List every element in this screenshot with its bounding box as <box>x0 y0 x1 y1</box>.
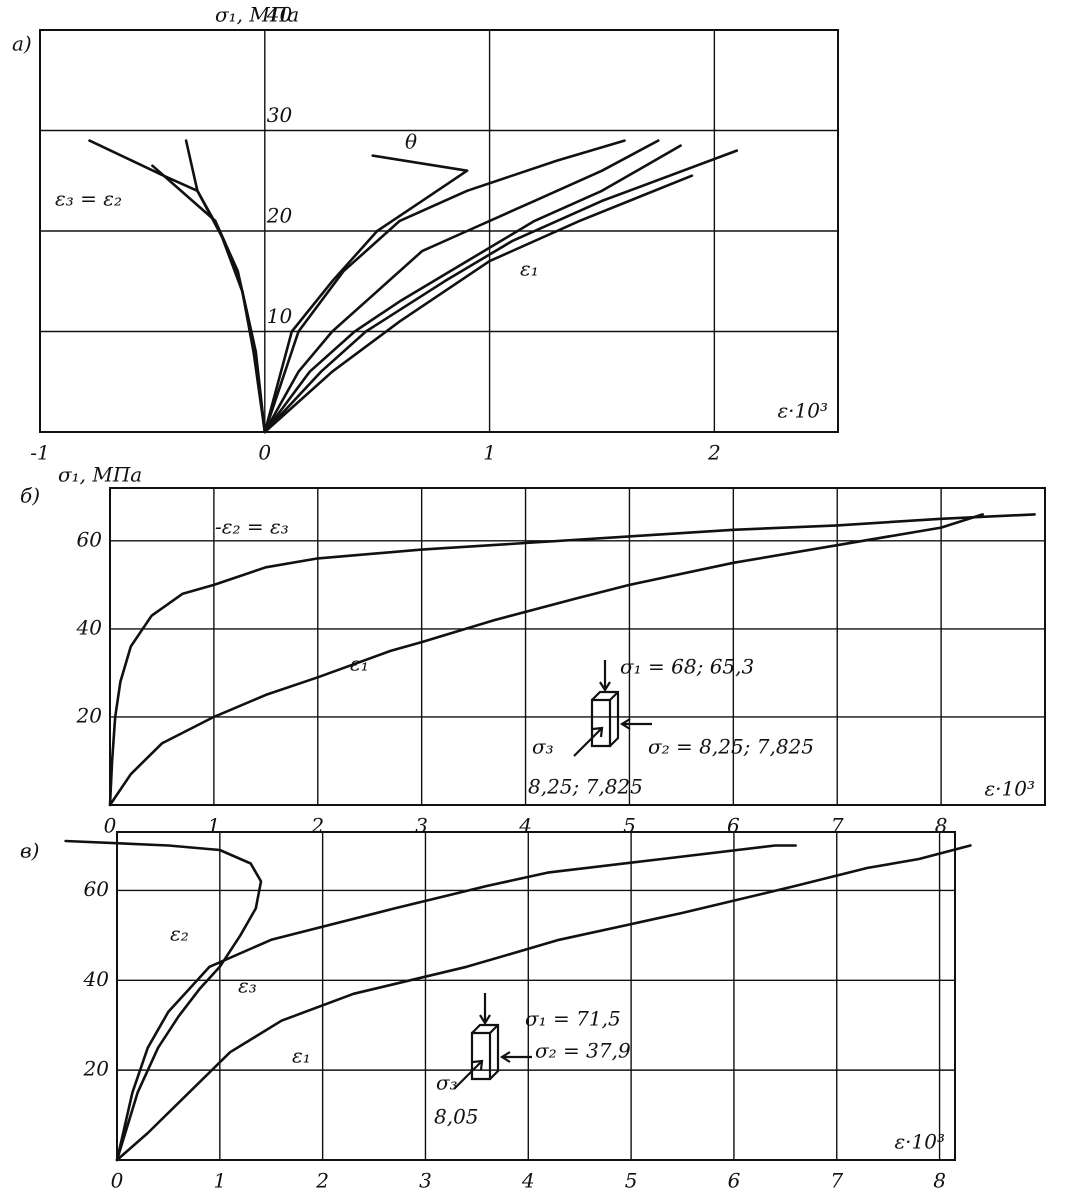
arrow-front <box>573 726 604 757</box>
arrow-side <box>619 718 652 730</box>
x-axis-label: ε·10³ <box>894 1130 945 1154</box>
specimen-side <box>591 690 620 747</box>
y-tick-label: 20 <box>266 204 293 228</box>
specimen-side <box>471 1023 500 1080</box>
curve-label: ε₁ <box>350 652 369 676</box>
x-tick-label: 6 <box>728 1169 741 1192</box>
curve-label: ε₂ <box>170 922 189 946</box>
y-tick-label: 40 <box>83 967 110 991</box>
x-tick-label: 0 <box>111 1169 124 1192</box>
arrow-front <box>453 1059 484 1090</box>
curve <box>263 149 739 434</box>
curve <box>115 844 797 1162</box>
x-tick-label: 5 <box>623 814 636 838</box>
x-tick-label: 1 <box>213 1169 226 1192</box>
specimen-front <box>590 698 612 748</box>
x-axis-label: ε·10³ <box>984 777 1035 801</box>
y-tick-label: 40 <box>266 3 293 27</box>
panel-label: в) <box>20 839 39 863</box>
curve-label: σ₁ = 71,5 <box>525 1007 621 1031</box>
curve <box>88 139 267 434</box>
arrow-side <box>499 1051 532 1063</box>
y-tick-label: 10 <box>267 304 293 328</box>
curve-label: σ₃ <box>532 735 554 759</box>
x-tick-label: 7 <box>830 1169 843 1192</box>
curve <box>263 154 469 434</box>
x-tick-label: 1 <box>208 814 221 838</box>
curve-label: σ₃ <box>436 1071 458 1095</box>
y-tick-label: 60 <box>84 877 110 901</box>
y-tick-label: 30 <box>267 103 293 127</box>
x-tick-label: 4 <box>518 814 532 838</box>
x-tick-label: 8 <box>935 814 948 838</box>
y-tick-label: 40 <box>76 615 103 639</box>
specimen-front <box>470 1031 492 1081</box>
y-tick-label: 20 <box>83 1057 110 1081</box>
x-tick-label: 3 <box>419 1169 432 1192</box>
x-tick-label: 2 <box>315 1169 329 1192</box>
panel-label: а) <box>12 32 32 56</box>
curve <box>263 144 682 434</box>
curve <box>263 174 694 434</box>
curve-label: θ <box>405 130 417 154</box>
curve-label: -ε₂ = ε₃ <box>215 515 289 539</box>
curve-label: 8,05 <box>434 1105 479 1129</box>
x-tick-label: 0 <box>258 441 271 465</box>
x-tick-label: 2 <box>707 441 721 465</box>
curve-label: ε₃ = ε₂ <box>55 187 122 211</box>
curve <box>108 513 1036 807</box>
curve <box>184 139 267 434</box>
curve-label: σ₂ = 8,25; 7,825 <box>648 735 814 759</box>
curve-label: ε₁ <box>520 257 539 281</box>
curve <box>151 164 267 434</box>
curve <box>64 839 263 1162</box>
x-tick-label: 8 <box>933 1169 946 1192</box>
panel-label: б) <box>20 484 40 508</box>
curve <box>263 139 626 434</box>
x-tick-label: 5 <box>625 1169 638 1192</box>
curve <box>263 139 660 434</box>
y-axis-label: σ₁, МПа <box>215 3 299 27</box>
x-tick-label: -1 <box>30 441 49 465</box>
curve-label: σ₁ = 68; 65,3 <box>620 655 754 679</box>
curve <box>108 513 984 807</box>
curve-label: ε₃ <box>238 974 257 998</box>
x-tick-label: 1 <box>483 441 496 465</box>
x-tick-label: 0 <box>104 814 117 838</box>
x-axis-label: ε·10³ <box>777 399 828 423</box>
arrow-top <box>599 660 611 693</box>
curve <box>115 844 972 1162</box>
y-axis-label: σ₁, МПа <box>58 463 142 487</box>
y-tick-label: 20 <box>76 703 103 727</box>
curve-label: σ₂ = 37,9 <box>535 1039 631 1063</box>
y-tick-label: 60 <box>77 527 103 551</box>
x-tick-label: 4 <box>521 1169 535 1192</box>
curve-label: 8,25; 7,825 <box>528 775 643 799</box>
arrow-top <box>479 993 491 1026</box>
curve-label: ε₁ <box>292 1044 311 1068</box>
